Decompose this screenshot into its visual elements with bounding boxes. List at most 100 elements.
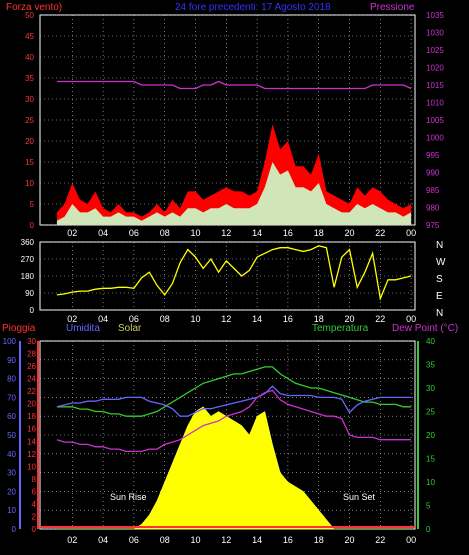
y-right-tick-label: 1035 [426, 11, 444, 20]
humidity-legend: Umidita [66, 323, 100, 334]
y-humidity-tick-label: 80 [7, 375, 16, 384]
y-rain-tick-label: 18 [27, 412, 36, 421]
x-tick-label: 10 [190, 228, 200, 238]
y-temp-tick-label: 15 [426, 455, 435, 464]
y-rain-tick-label: 8 [32, 475, 37, 484]
y-direction-tick-label: 270 [21, 255, 35, 264]
x-tick-label: 20 [345, 535, 355, 545]
sunrise-label: Sun Rise [110, 492, 147, 502]
wind-average-area [56, 162, 412, 225]
wind-direction-line [56, 245, 412, 302]
solar-area [56, 406, 412, 530]
y-left-tick-label: 15 [25, 158, 34, 167]
y-rain-tick-label: 2 [32, 512, 37, 521]
y-humidity-tick-label: 40 [7, 450, 16, 459]
y-temp-tick-label: 10 [426, 478, 435, 487]
x-tick-label: 08 [160, 228, 170, 238]
y-right-tick-label: 1005 [426, 116, 444, 125]
x-tick-label: 16 [283, 535, 293, 545]
y-right-tick-label: 985 [426, 186, 440, 195]
y-rain-tick-label: 0 [32, 525, 37, 534]
x-tick-label: 10 [190, 535, 200, 545]
wind-force-label: Forza vento) [6, 2, 62, 13]
x-tick-label: 14 [252, 228, 262, 238]
x-tick-label: 00 [406, 228, 416, 238]
x-tick-label: 16 [283, 228, 293, 238]
y-humidity-tick-label: 10 [7, 506, 16, 515]
y-rain-tick-label: 20 [27, 400, 36, 409]
y-left-tick-label: 0 [30, 221, 35, 230]
y-rain-tick-label: 24 [27, 375, 36, 384]
y-rain-tick-label: 30 [27, 337, 36, 346]
y-rain-tick-label: 6 [32, 487, 37, 496]
y-humidity-tick-label: 0 [12, 525, 17, 534]
x-tick-label: 02 [67, 535, 77, 545]
x-tick-label: 18 [314, 535, 324, 545]
y-temp-tick-label: 0 [426, 525, 431, 534]
y-humidity-tick-label: 30 [7, 469, 16, 478]
compass-label: N [436, 240, 443, 251]
x-tick-label: 12 [221, 535, 231, 545]
y-right-tick-label: 1015 [426, 81, 444, 90]
x-tick-label: 06 [129, 535, 139, 545]
y-right-tick-label: 1025 [426, 46, 444, 55]
x-tick-label: 20 [345, 314, 355, 324]
y-humidity-tick-label: 60 [7, 412, 16, 421]
x-tick-label: 02 [67, 228, 77, 238]
y-rain-tick-label: 26 [27, 362, 36, 371]
y-temp-tick-label: 40 [426, 337, 435, 346]
chart-title: 24 fore precedenti: 17 Agosto 2018 [175, 2, 331, 13]
y-right-tick-label: 1010 [426, 99, 444, 108]
y-temp-tick-label: 25 [426, 408, 435, 417]
compass-label: W [436, 257, 446, 268]
temperature-line [56, 366, 412, 417]
y-right-tick-label: 995 [426, 151, 440, 160]
y-rain-tick-label: 28 [27, 350, 36, 359]
y-rain-tick-label: 14 [27, 437, 36, 446]
x-tick-label: 00 [406, 535, 416, 545]
temperature-legend: Temperatura [312, 323, 369, 334]
x-tick-label: 00 [406, 314, 416, 324]
x-tick-label: 22 [375, 314, 385, 324]
pressure-label: Pressione [370, 2, 415, 13]
y-right-tick-label: 1000 [426, 134, 444, 143]
x-tick-label: 04 [98, 314, 108, 324]
y-left-tick-label: 20 [25, 137, 34, 146]
x-tick-label: 02 [67, 314, 77, 324]
y-temp-tick-label: 35 [426, 361, 435, 370]
y-direction-tick-label: 90 [25, 289, 34, 298]
y-temp-tick-label: 30 [426, 384, 435, 393]
x-tick-label: 16 [283, 314, 293, 324]
y-left-tick-label: 35 [25, 74, 34, 83]
compass-label: E [436, 291, 443, 302]
x-tick-label: 14 [252, 535, 262, 545]
x-tick-label: 04 [98, 535, 108, 545]
y-rain-tick-label: 10 [27, 462, 36, 471]
y-left-tick-label: 10 [25, 179, 34, 188]
x-tick-label: 22 [375, 228, 385, 238]
y-direction-tick-label: 180 [21, 272, 35, 281]
solar-legend: Solar [118, 323, 142, 334]
x-tick-label: 08 [160, 314, 170, 324]
y-left-tick-label: 25 [25, 116, 34, 125]
y-right-tick-label: 1020 [426, 64, 444, 73]
x-tick-label: 20 [345, 228, 355, 238]
rain-legend: Pioggia [2, 323, 36, 334]
compass-label: N [436, 308, 443, 319]
y-rain-tick-label: 22 [27, 387, 36, 396]
y-direction-tick-label: 0 [30, 306, 35, 315]
x-tick-label: 10 [190, 314, 200, 324]
x-tick-label: 06 [129, 228, 139, 238]
y-humidity-tick-label: 100 [3, 337, 17, 346]
y-left-tick-label: 40 [25, 53, 34, 62]
x-tick-label: 04 [98, 228, 108, 238]
dewpoint-line [56, 389, 412, 453]
y-rain-tick-label: 12 [27, 450, 36, 459]
y-left-tick-label: 45 [25, 32, 34, 41]
y-right-tick-label: 1030 [426, 29, 444, 38]
x-tick-label: 12 [221, 314, 231, 324]
x-tick-label: 06 [129, 314, 139, 324]
x-tick-label: 18 [314, 314, 324, 324]
y-direction-tick-label: 360 [21, 238, 35, 247]
